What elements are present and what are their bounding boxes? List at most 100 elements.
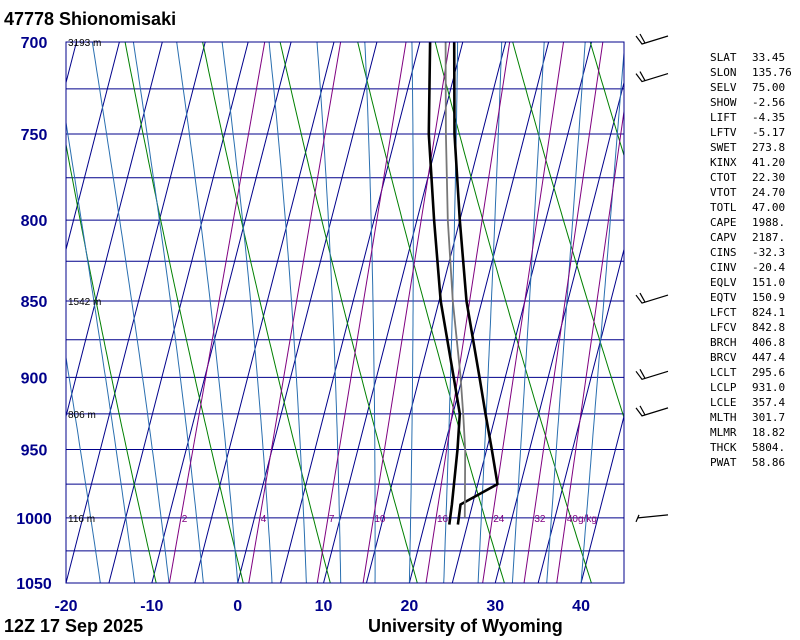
- index-value: 2187.: [752, 231, 786, 244]
- moist-adiabat: [511, 42, 545, 583]
- index-name: VTOT: [710, 186, 737, 199]
- isotherm: [108, 42, 249, 583]
- mixing-ratio-line: [362, 42, 451, 583]
- index-name: CINS: [710, 246, 737, 259]
- index-name: LFCT: [710, 306, 737, 319]
- moist-adiabat: [580, 46, 624, 583]
- moist-adiabat: [91, 42, 170, 583]
- index-value: 301.7: [752, 411, 786, 424]
- mixing-ratio-line: [523, 42, 604, 583]
- wind-barb: [635, 71, 669, 83]
- index-name: SLON: [710, 66, 737, 79]
- temperature-tick-label: 20: [400, 598, 418, 615]
- index-name: PWAT: [710, 456, 737, 469]
- dewpoint-profile: [427, 42, 462, 525]
- index-row: TOTL 47.00: [710, 200, 800, 215]
- index-name: BRCV: [710, 351, 737, 364]
- mixing-ratio-line: [248, 42, 342, 583]
- index-row: CAPV 2187.: [710, 230, 800, 245]
- moist-adiabat: [546, 42, 586, 583]
- index-value: 824.1: [752, 306, 786, 319]
- index-row: LIFT -4.35: [710, 110, 800, 125]
- temperature-tick-label: -10: [140, 598, 163, 615]
- pressure-tick-label: 950: [21, 442, 48, 459]
- temperature-tick-label: -20: [54, 598, 77, 615]
- index-row: LFCV 842.8: [710, 320, 800, 335]
- isotherm: [365, 42, 507, 583]
- isotherm: [151, 42, 292, 583]
- mixing-ratio-label: 32: [534, 514, 546, 525]
- isotherm: [66, 42, 206, 583]
- dry-adiabat: [512, 42, 624, 420]
- moist-adiabat: [66, 354, 101, 583]
- index-value: 22.30: [752, 171, 786, 184]
- index-value: 135.76: [752, 66, 792, 79]
- pressure-tick-label: 900: [21, 370, 48, 387]
- credit-label: University of Wyoming: [368, 616, 563, 636]
- index-row: CAPE 1988.: [710, 215, 800, 230]
- index-name: SWET: [710, 141, 737, 154]
- index-name: CTOT: [710, 171, 737, 184]
- wind-barb: [635, 405, 669, 417]
- isotherm: [580, 414, 624, 583]
- isotherm: [280, 42, 421, 583]
- isotherm: [237, 42, 378, 583]
- isotherm: [0, 42, 34, 583]
- index-row: LFTV -5.17: [710, 125, 800, 140]
- mixing-ratio-label: 7: [329, 514, 335, 525]
- dry-adiabat: [589, 42, 624, 158]
- mixing-ratio-label: 16: [437, 514, 449, 525]
- pressure-tick-label: 1050: [16, 576, 52, 593]
- index-row: EQTV 150.9: [710, 290, 800, 305]
- pressure-tick-label: 850: [21, 294, 48, 311]
- observation-time: 12Z 17 Sep 2025: [4, 616, 144, 636]
- index-value: 41.20: [752, 156, 786, 169]
- isotherm: [494, 80, 624, 583]
- index-value: 406.8: [752, 336, 786, 349]
- index-value: 357.4: [752, 396, 786, 409]
- index-row: MLTH 301.7: [710, 410, 800, 425]
- index-row: LCLP 931.0: [710, 380, 800, 395]
- index-value: 151.0: [752, 276, 786, 289]
- index-row: SLAT 33.45: [710, 50, 800, 65]
- mixing-ratio-label: 24: [493, 514, 505, 525]
- dry-adiabat: [124, 42, 244, 583]
- index-value: 33.45: [752, 51, 786, 64]
- wind-barb: [635, 292, 669, 304]
- station-title: 47778 Shionomisaki: [4, 9, 177, 29]
- pressure-tick-label: 750: [21, 127, 48, 144]
- index-value: -2.56: [752, 96, 786, 109]
- index-name: CAPV: [710, 231, 737, 244]
- index-name: EQTV: [710, 291, 737, 304]
- pressure-tick-label: 700: [21, 35, 48, 52]
- mixing-ratio-line: [316, 42, 407, 583]
- moist-adiabat: [408, 42, 414, 583]
- plot-frame: [65, 41, 625, 584]
- index-row: LFCT 824.1: [710, 305, 800, 320]
- dry-adiabat: [202, 42, 331, 583]
- index-name: THCK: [710, 441, 737, 454]
- mixing-ratio-label: 2: [182, 514, 188, 525]
- index-value: 1988.: [752, 216, 786, 229]
- moist-adiabat: [221, 42, 273, 583]
- index-value: 150.9: [752, 291, 786, 304]
- index-row: VTOT 24.70: [710, 185, 800, 200]
- index-value: 58.86: [752, 456, 786, 469]
- index-value: 75.00: [752, 81, 786, 94]
- isotherm: [323, 42, 464, 583]
- index-value: 24.70: [752, 186, 786, 199]
- wind-barb: [635, 514, 669, 523]
- index-value: 47.00: [752, 201, 786, 214]
- index-name: SELV: [710, 81, 737, 94]
- index-value: 18.82: [752, 426, 786, 439]
- mixing-ratio-line: [482, 42, 565, 583]
- index-row: KINX 41.20: [710, 155, 800, 170]
- index-row: CINV -20.4: [710, 260, 800, 275]
- mixing-ratio-label: 40g/kg: [567, 514, 597, 525]
- wind-barb: [635, 33, 669, 45]
- index-row: BRCV 447.4: [710, 350, 800, 365]
- index-value: -20.4: [752, 261, 786, 274]
- index-row: SELV 75.00: [710, 80, 800, 95]
- mixing-ratio-line: [556, 107, 624, 583]
